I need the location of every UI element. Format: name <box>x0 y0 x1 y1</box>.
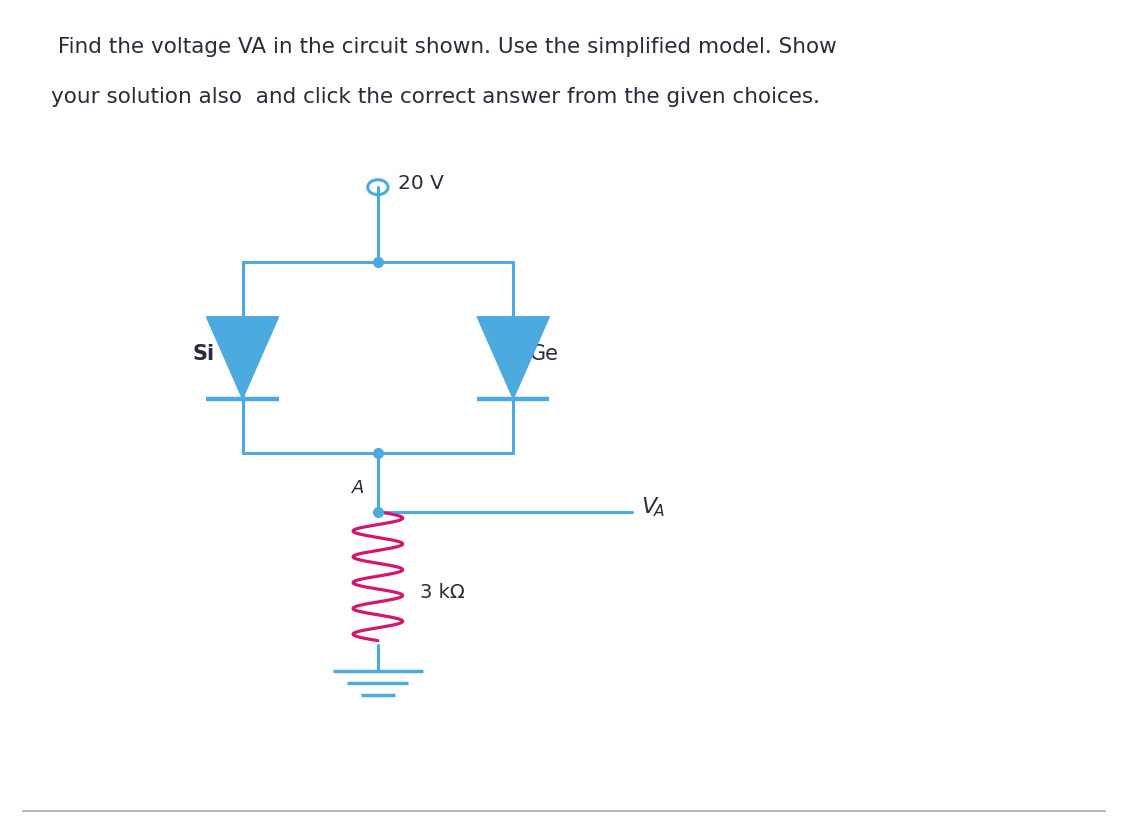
Polygon shape <box>206 317 279 399</box>
Text: 3 kΩ: 3 kΩ <box>420 583 465 602</box>
Text: A: A <box>352 478 364 497</box>
Text: Find the voltage VA in the circuit shown. Use the simplified model. Show: Find the voltage VA in the circuit shown… <box>51 37 837 57</box>
Text: $V_{\!A}$: $V_{\!A}$ <box>641 496 664 519</box>
Text: Ge: Ge <box>530 344 559 364</box>
Polygon shape <box>477 317 549 399</box>
Text: your solution also  and click the correct answer from the given choices.: your solution also and click the correct… <box>51 87 820 107</box>
Text: 20 V: 20 V <box>398 174 444 192</box>
Text: Si: Si <box>192 344 214 364</box>
